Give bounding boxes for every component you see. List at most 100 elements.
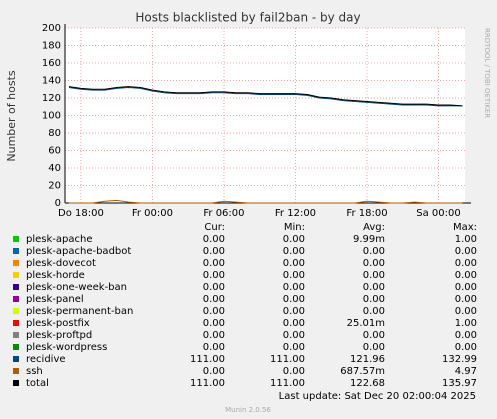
- legend-swatch: [13, 320, 19, 326]
- legend-cell: 0.00: [283, 234, 305, 245]
- legend-cell: 0.00: [203, 258, 225, 269]
- legend-swatch: [13, 260, 19, 266]
- legend-cell: 4.97: [455, 366, 477, 377]
- y-tick-label: 200: [42, 23, 61, 34]
- x-tick-label: Fr 18:00: [346, 208, 387, 219]
- legend-swatch: [13, 272, 19, 278]
- legend-name: recidive: [26, 354, 66, 365]
- legend-cell: 111.00: [190, 354, 225, 365]
- legend-cell: 111.00: [270, 354, 305, 365]
- legend-cell: 0.00: [283, 258, 305, 269]
- legend-cell: 132.99: [442, 354, 477, 365]
- y-tick-label: 40: [48, 163, 61, 174]
- legend-cell: 0.00: [203, 306, 225, 317]
- y-axis-label: Number of hosts: [5, 70, 18, 162]
- legend-cell: 0.00: [203, 246, 225, 257]
- legend-swatch: [13, 284, 19, 290]
- legend-cell: 135.97: [442, 378, 477, 389]
- legend-cell: 0.00: [203, 282, 225, 293]
- legend-cell: 0.00: [455, 258, 477, 269]
- legend-name: plesk-one-week-ban: [26, 282, 127, 293]
- legend-header: Avg:: [363, 222, 385, 233]
- legend-name: plesk-proftpd: [26, 330, 92, 341]
- legend-cell: 0.00: [203, 270, 225, 281]
- legend-cell: 0.00: [203, 342, 225, 353]
- legend-cell: 0.00: [283, 294, 305, 305]
- x-tick-label: Fr 00:00: [132, 208, 173, 219]
- legend-cell: 0.00: [363, 282, 385, 293]
- legend-swatch: [13, 236, 19, 242]
- legend-name: total: [26, 378, 49, 389]
- legend-name: plesk-panel: [26, 294, 84, 305]
- legend-cell: 0.00: [455, 270, 477, 281]
- legend-cell: 0.00: [363, 330, 385, 341]
- legend-header: Max:: [453, 222, 477, 233]
- legend-cell: 121.96: [350, 354, 385, 365]
- legend-name: plesk-apache-badbot: [26, 246, 131, 257]
- legend-cell: 0.00: [363, 258, 385, 269]
- legend-cell: 0.00: [363, 306, 385, 317]
- legend-swatch: [13, 308, 19, 314]
- series-line: [69, 199, 463, 204]
- x-tick-label: Fr 06:00: [203, 208, 244, 219]
- series-line: [68, 86, 463, 107]
- legend-cell: 687.57m: [340, 366, 385, 377]
- legend-cell: 0.00: [455, 246, 477, 257]
- legend-cell: 0.00: [283, 270, 305, 281]
- legend-cell: 111.00: [190, 378, 225, 389]
- legend-swatch: [13, 368, 19, 374]
- legend-swatch: [13, 356, 19, 362]
- legend-cell: 1.00: [455, 318, 477, 329]
- legend-cell: 111.00: [270, 378, 305, 389]
- y-tick-label: 80: [48, 128, 61, 139]
- y-tick-label: 140: [42, 76, 61, 87]
- legend-cell: 0.00: [363, 246, 385, 257]
- watermark: RRDTOOL / TOBI OETIKER: [483, 28, 491, 118]
- y-tick-label: 20: [48, 181, 61, 192]
- y-tick-label: 0: [55, 198, 61, 209]
- legend-cell: 0.00: [283, 282, 305, 293]
- legend-cell: 0.00: [455, 294, 477, 305]
- last-update: Last update: Sat Dec 20 02:00:04 2025: [279, 391, 476, 402]
- chart-title: Hosts blacklisted by fail2ban - by day: [135, 11, 360, 25]
- legend-header: Min:: [284, 222, 305, 233]
- legend-cell: 0.00: [283, 330, 305, 341]
- y-tick-label: 100: [42, 111, 61, 122]
- legend-swatch: [13, 248, 19, 254]
- legend-cell: 0.00: [455, 342, 477, 353]
- legend-cell: 0.00: [283, 366, 305, 377]
- legend-cell: 0.00: [455, 282, 477, 293]
- legend-cell: 0.00: [203, 330, 225, 341]
- x-tick-label: Do 18:00: [58, 208, 104, 219]
- legend-cell: 0.00: [283, 318, 305, 329]
- legend-cell: 0.00: [283, 342, 305, 353]
- y-tick-label: 120: [42, 93, 61, 104]
- legend-cell: 0.00: [203, 318, 225, 329]
- legend-cell: 0.00: [363, 270, 385, 281]
- legend-cell: 0.00: [203, 294, 225, 305]
- legend-cell: 0.00: [283, 246, 305, 257]
- footer: Munin 2.0.56: [225, 406, 271, 414]
- legend-name: ssh: [26, 366, 43, 377]
- legend-cell: 0.00: [363, 294, 385, 305]
- legend-cell: 0.00: [363, 342, 385, 353]
- legend-cell: 0.00: [455, 330, 477, 341]
- legend-cell: 122.68: [350, 378, 385, 389]
- legend-swatch: [13, 296, 19, 302]
- legend-name: plesk-apache: [26, 234, 92, 245]
- legend-cell: 0.00: [455, 306, 477, 317]
- y-tick-label: 60: [48, 146, 61, 157]
- legend-name: plesk-postfix: [26, 318, 90, 329]
- legend-swatch: [13, 332, 19, 338]
- legend-cell: 9.99m: [353, 234, 385, 245]
- legend-name: plesk-horde: [26, 270, 85, 281]
- x-tick-label: Sa 00:00: [416, 208, 460, 219]
- legend-name: plesk-permanent-ban: [26, 306, 133, 317]
- legend-header: Cur:: [204, 222, 225, 233]
- legend-cell: 0.00: [283, 306, 305, 317]
- legend-cell: 25.01m: [347, 318, 385, 329]
- legend-swatch: [13, 380, 19, 386]
- legend-cell: 1.00: [455, 234, 477, 245]
- y-tick-label: 180: [42, 41, 61, 52]
